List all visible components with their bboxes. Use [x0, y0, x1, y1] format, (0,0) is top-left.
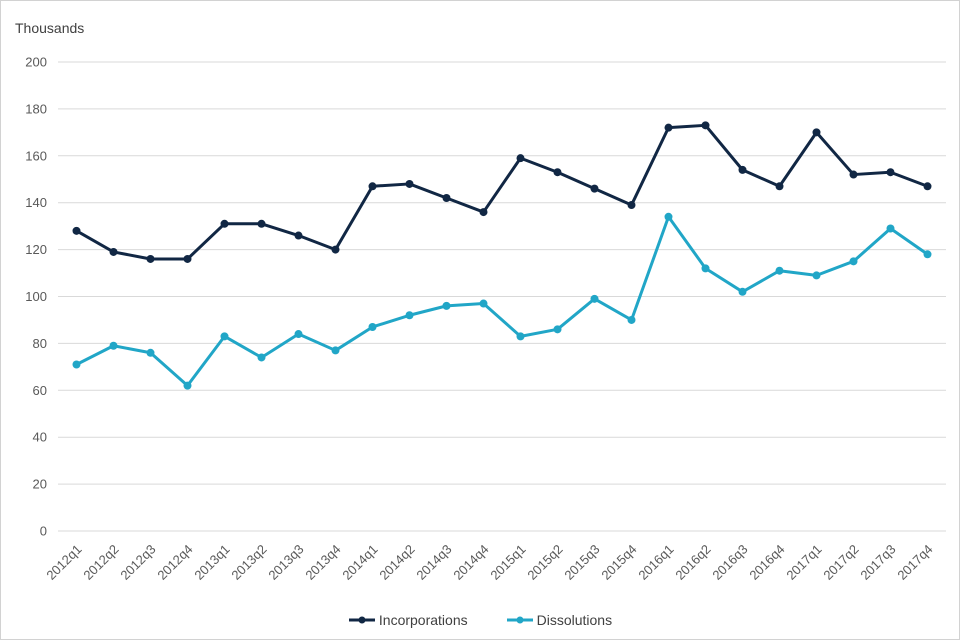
y-tick-label: 160: [25, 148, 47, 163]
x-tick-label: 2016q4: [746, 542, 787, 583]
x-tick-label: 2012q4: [154, 542, 195, 583]
x-tick-label: 2014q3: [413, 542, 454, 583]
data-point-dissolutions-2013q3: [294, 330, 303, 339]
legend-item-incorporations: Incorporations: [348, 612, 468, 628]
data-point-incorporations-2013q4: [331, 245, 340, 254]
data-point-incorporations-2015q1: [516, 154, 525, 163]
data-point-dissolutions-2015q2: [553, 325, 562, 334]
data-point-dissolutions-2012q1: [72, 360, 81, 369]
x-tick-label: 2015q3: [561, 542, 602, 583]
x-tick-label: 2017q1: [783, 542, 824, 583]
y-tick-label: 80: [33, 336, 47, 351]
x-tick-label: 2017q2: [820, 542, 861, 583]
data-point-dissolutions-2013q4: [331, 346, 340, 355]
legend-label-incorporations: Incorporations: [378, 612, 468, 628]
y-tick-label: 20: [33, 477, 47, 492]
x-axis-tick-labels: 2012q12012q22012q32012q42013q12013q22013…: [43, 542, 935, 583]
x-tick-label: 2013q4: [302, 542, 343, 583]
data-point-dissolutions-2015q4: [627, 315, 636, 324]
data-point-incorporations-2017q2: [849, 170, 858, 179]
data-point-dissolutions-2016q3: [738, 287, 747, 296]
data-point-incorporations-2013q2: [257, 219, 266, 228]
chart-legend: Incorporations Dissolutions: [1, 612, 959, 628]
data-point-dissolutions-2016q4: [775, 266, 784, 275]
data-point-incorporations-2014q2: [405, 179, 414, 188]
x-tick-label: 2016q3: [709, 542, 750, 583]
data-point-incorporations-2015q2: [553, 168, 562, 177]
series-line-incorporations: [75, 123, 929, 261]
x-tick-label: 2016q2: [672, 542, 713, 583]
chart-canvas: 0 20 40 60 80 100 120 140 160 180 200 2012q12012q2…: [25, 55, 946, 583]
data-point-dissolutions-2015q3: [590, 294, 599, 303]
y-axis-unit-label: Thousands: [15, 20, 85, 36]
y-tick-label: 120: [25, 242, 47, 257]
data-point-incorporations-2013q3: [294, 231, 303, 240]
data-point-incorporations-2017q1: [812, 128, 821, 137]
x-tick-label: 2015q1: [487, 542, 528, 583]
x-tick-label: 2017q3: [857, 542, 898, 583]
data-point-incorporations-2013q1: [220, 219, 229, 228]
data-point-incorporations-2016q4: [775, 182, 784, 191]
y-tick-label: 200: [25, 55, 47, 70]
data-point-dissolutions-2016q2: [701, 264, 710, 273]
data-point-dissolutions-2014q1: [368, 322, 377, 331]
data-point-dissolutions-2017q4: [923, 250, 932, 259]
legend-item-dissolutions: Dissolutions: [506, 612, 612, 628]
data-point-dissolutions-2016q1: [664, 212, 673, 221]
data-point-dissolutions-2014q2: [405, 311, 414, 320]
data-point-incorporations-2015q3: [590, 184, 599, 193]
data-point-incorporations-2014q3: [442, 194, 451, 203]
data-point-dissolutions-2012q2: [109, 341, 118, 350]
data-point-dissolutions-2012q3: [146, 348, 155, 357]
incorporations-line-marker-icon: [348, 616, 375, 624]
x-tick-label: 2013q2: [228, 542, 269, 583]
y-tick-label: 0: [40, 524, 47, 539]
y-tick-label: 40: [33, 430, 47, 445]
data-point-dissolutions-2017q1: [812, 271, 821, 280]
data-point-dissolutions-2014q3: [442, 301, 451, 310]
y-tick-label: 60: [33, 383, 47, 398]
gridlines: [58, 61, 946, 532]
data-point-dissolutions-2017q3: [886, 224, 895, 233]
data-point-incorporations-2014q1: [368, 182, 377, 191]
x-tick-label: 2013q3: [265, 542, 306, 583]
data-point-incorporations-2012q4: [183, 254, 192, 263]
data-series: [72, 121, 932, 390]
data-point-incorporations-2016q2: [701, 121, 710, 130]
y-tick-label: 180: [25, 101, 47, 116]
data-point-dissolutions-2012q4: [183, 381, 192, 390]
data-point-incorporations-2016q1: [664, 123, 673, 132]
data-point-dissolutions-2017q2: [849, 257, 858, 266]
y-tick-label: 140: [25, 195, 47, 210]
data-point-incorporations-2014q4: [479, 208, 488, 217]
y-tick-label: 100: [25, 289, 47, 304]
series-line-dissolutions: [75, 215, 929, 388]
x-tick-label: 2014q2: [376, 542, 417, 583]
data-point-incorporations-2017q4: [923, 182, 932, 191]
x-tick-label: 2012q1: [43, 542, 84, 583]
x-tick-label: 2013q1: [191, 542, 232, 583]
legend-label-dissolutions: Dissolutions: [536, 612, 613, 628]
x-tick-label: 2015q4: [598, 542, 639, 583]
x-tick-label: 2012q3: [117, 542, 158, 583]
x-tick-label: 2014q4: [450, 542, 491, 583]
data-point-incorporations-2012q1: [72, 226, 81, 235]
x-tick-label: 2015q2: [524, 542, 565, 583]
data-point-dissolutions-2015q1: [516, 332, 525, 341]
dissolutions-line-marker-icon: [506, 616, 533, 624]
x-tick-label: 2012q2: [80, 542, 121, 583]
y-axis-tick-labels: 0 20 40 60 80 100 120 140 160 180 200: [25, 55, 47, 539]
data-point-dissolutions-2014q4: [479, 299, 488, 308]
x-tick-label: 2017q4: [894, 542, 935, 583]
data-point-incorporations-2012q2: [109, 247, 118, 256]
data-point-incorporations-2012q3: [146, 254, 155, 263]
data-point-incorporations-2016q3: [738, 165, 747, 174]
data-point-dissolutions-2013q1: [220, 332, 229, 341]
data-point-incorporations-2015q4: [627, 201, 636, 210]
data-point-dissolutions-2013q2: [257, 353, 266, 362]
data-point-incorporations-2017q3: [886, 168, 895, 177]
x-tick-label: 2016q1: [635, 542, 676, 583]
x-tick-label: 2014q1: [339, 542, 380, 583]
